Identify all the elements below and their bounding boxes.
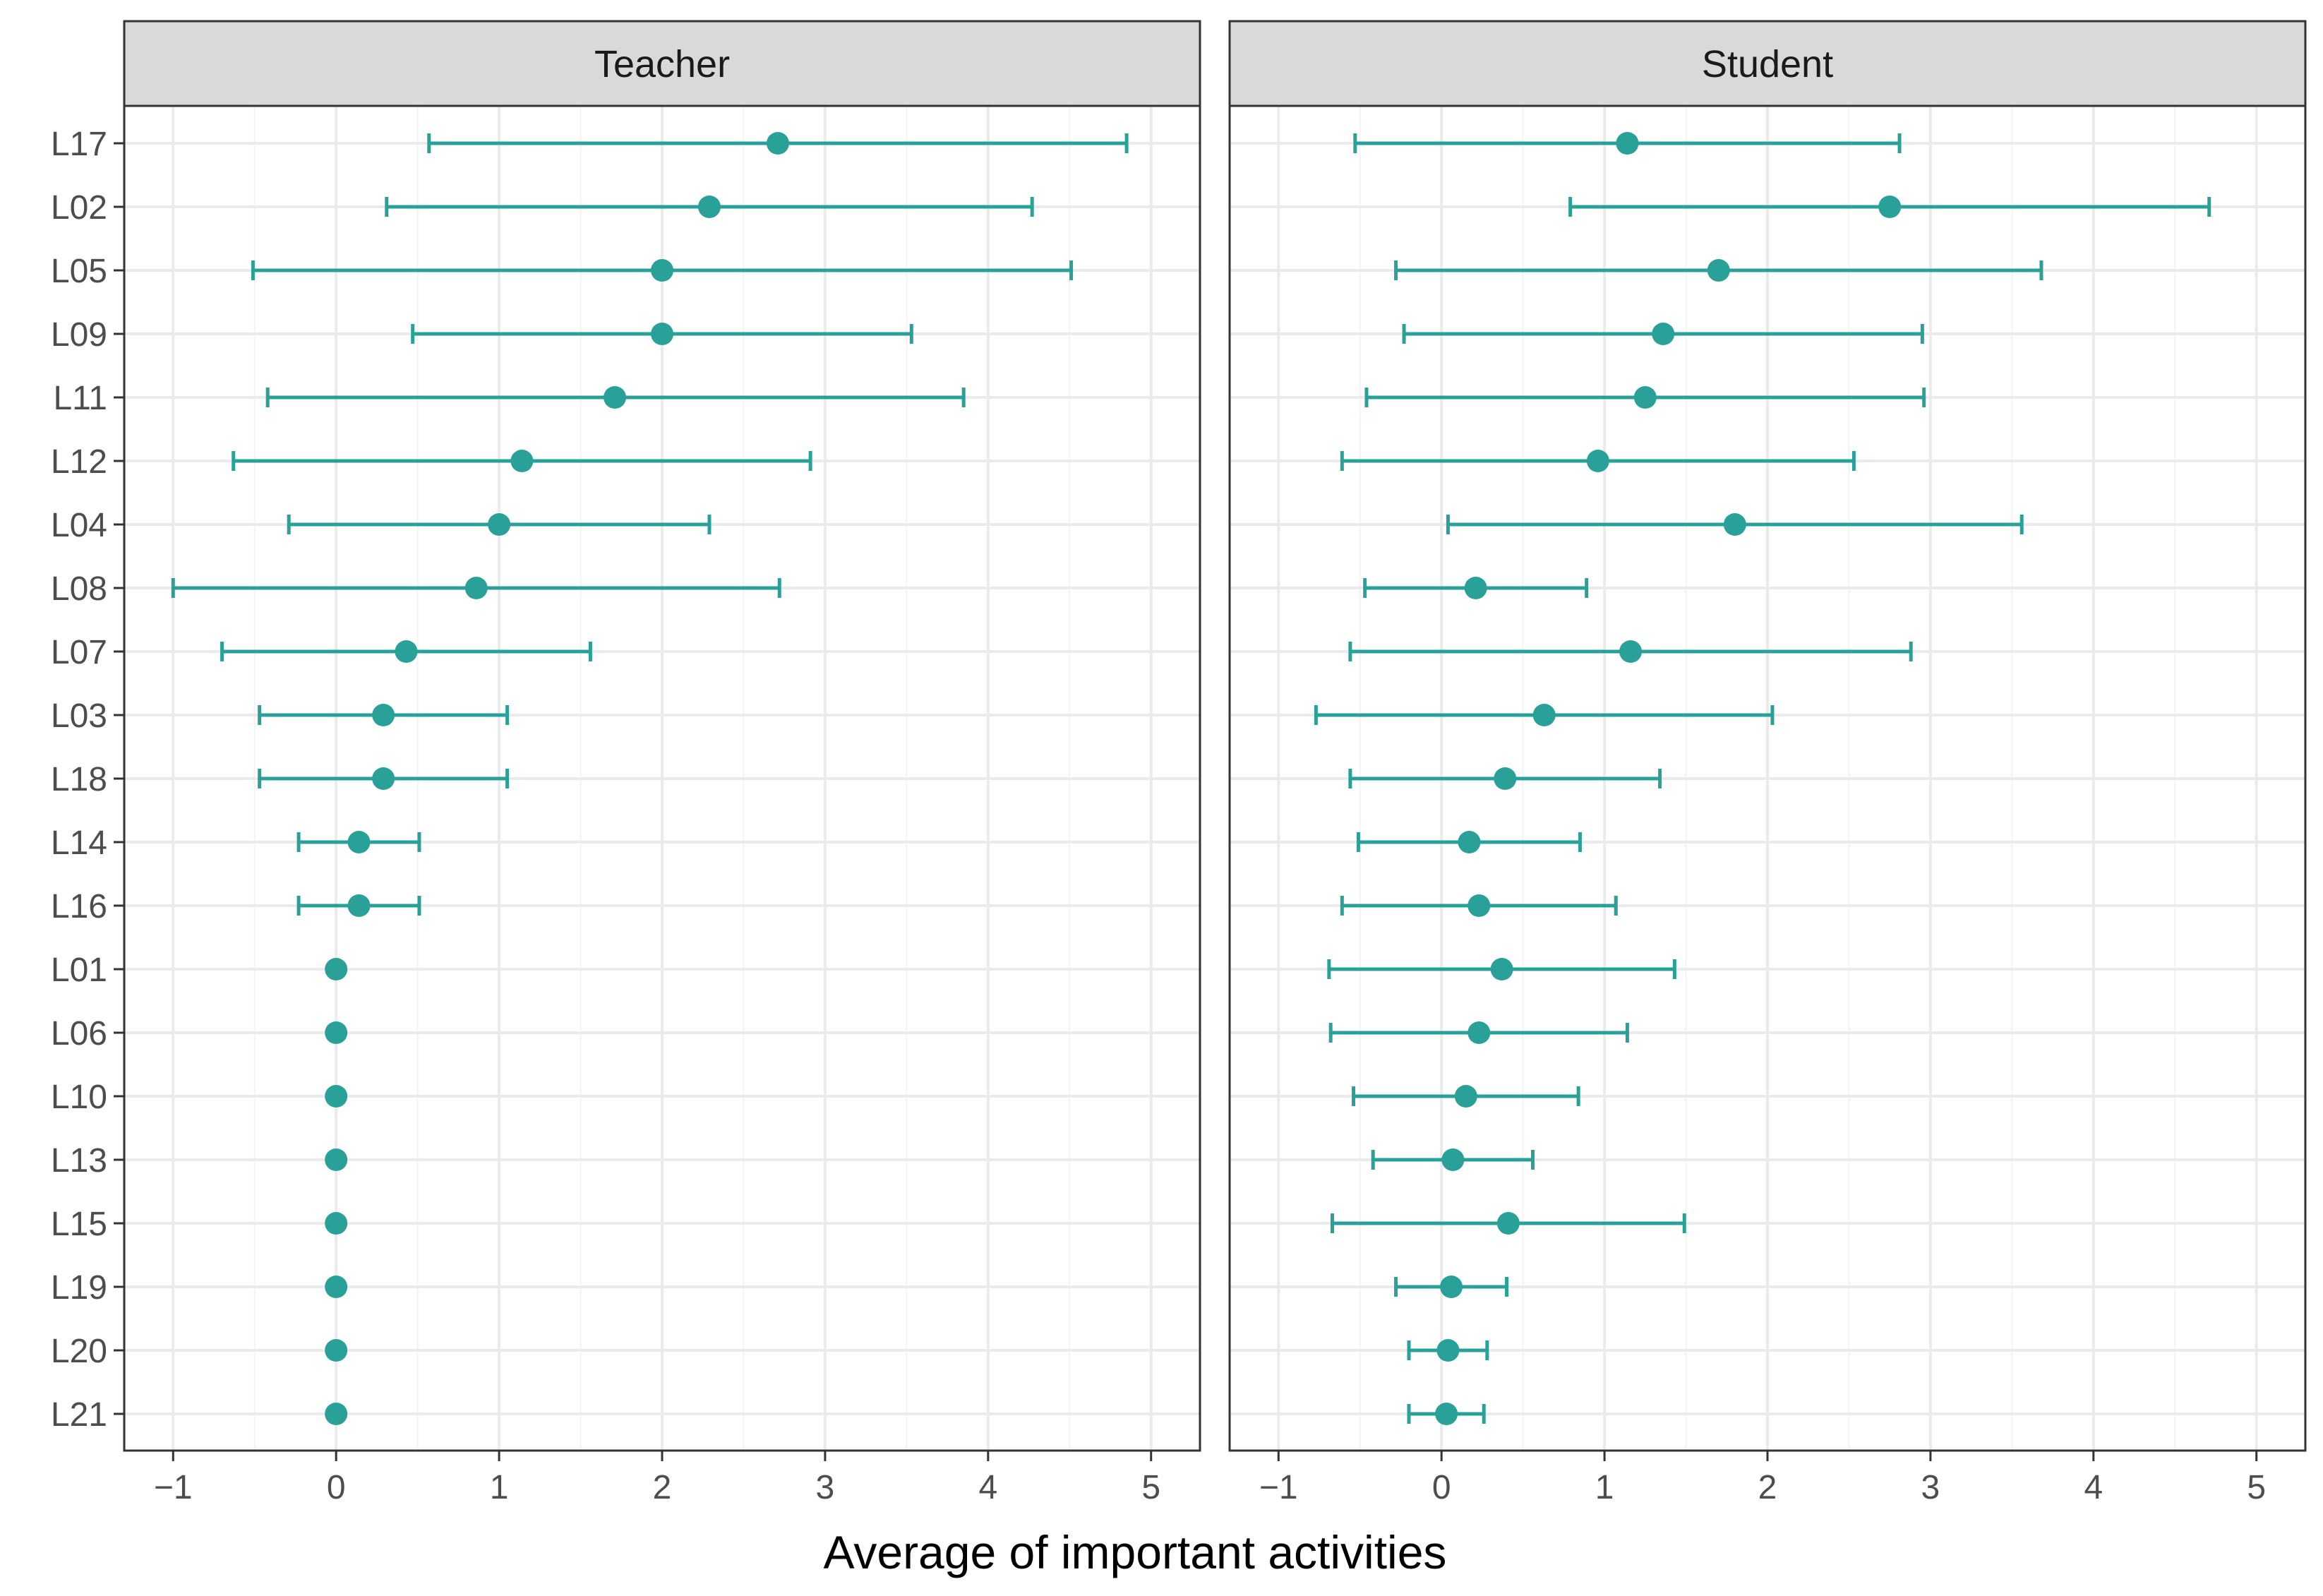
y-tick-label-L03: L03 <box>51 697 107 735</box>
point-L20 <box>325 1339 348 1362</box>
x-tick-label: 0 <box>1432 1469 1451 1506</box>
y-tick-label-L17: L17 <box>51 126 107 163</box>
facet-strip <box>123 20 1201 107</box>
point-L13 <box>325 1148 348 1171</box>
x-tick-label: 1 <box>1595 1469 1614 1506</box>
y-tick-label-L14: L14 <box>51 824 107 862</box>
x-tick-label: 0 <box>327 1469 346 1506</box>
point-L03 <box>1532 704 1556 726</box>
x-tick-label: 4 <box>2084 1469 2103 1506</box>
y-tick-label-L19: L19 <box>51 1269 107 1307</box>
x-tick-label: 2 <box>653 1469 672 1506</box>
point-L19 <box>1440 1276 1463 1298</box>
point-L06 <box>1467 1021 1491 1044</box>
facet-panel-student: Student −1 0 1 2 3 4 5 <box>1228 20 2307 1506</box>
point-L07 <box>1619 640 1643 663</box>
x-tick-label: −1 <box>154 1469 193 1506</box>
point-L18 <box>1494 767 1517 790</box>
point-L08 <box>464 577 488 599</box>
x-tick-label: 3 <box>1921 1469 1940 1506</box>
x-tick-label: 3 <box>816 1469 835 1506</box>
point-L14 <box>1458 831 1481 853</box>
y-tick-label-L13: L13 <box>51 1142 107 1180</box>
facet-strip-label: Teacher <box>594 43 730 85</box>
y-tick-label-L04: L04 <box>51 507 107 544</box>
facet-strip <box>1228 20 2307 107</box>
point-L03 <box>372 704 395 726</box>
y-tick-label-L07: L07 <box>51 634 107 671</box>
point-L12 <box>1586 450 1609 472</box>
point-L10 <box>1454 1085 1477 1108</box>
facet-strip-label: Student <box>1702 43 1833 85</box>
point-L11 <box>604 386 627 409</box>
x-tick-label: 5 <box>2247 1469 2266 1506</box>
facet-panels: Teacher −1 0 1 2 3 4 5 Student −1 0 1 2 3 4 5 <box>123 20 2307 1506</box>
point-L12 <box>510 450 534 472</box>
x-tick-label: 1 <box>490 1469 509 1506</box>
point-L10 <box>325 1085 348 1108</box>
point-L04 <box>1723 513 1746 536</box>
point-L13 <box>1441 1148 1465 1171</box>
point-L05 <box>651 259 673 282</box>
point-L21 <box>1435 1403 1458 1425</box>
point-L18 <box>372 767 395 790</box>
x-axis-title: Average of important activities <box>824 1526 1447 1578</box>
point-L01 <box>325 958 348 980</box>
y-tick-label-L12: L12 <box>51 443 107 481</box>
point-L21 <box>325 1403 348 1425</box>
y-tick-label-L09: L09 <box>51 316 107 354</box>
y-tick-label-L05: L05 <box>51 253 107 290</box>
point-L15 <box>325 1212 348 1235</box>
point-L02 <box>697 196 721 218</box>
point-L17 <box>766 132 789 155</box>
y-tick-label-L18: L18 <box>51 761 107 798</box>
point-L09 <box>651 323 673 345</box>
x-tick-label: 5 <box>1141 1469 1160 1506</box>
y-tick-label-L01: L01 <box>51 952 107 989</box>
point-L05 <box>1707 259 1730 282</box>
point-L16 <box>347 894 371 917</box>
point-L16 <box>1467 894 1491 917</box>
y-tick-label-L08: L08 <box>51 570 107 608</box>
y-axis-labels: L17 L02 L05 L09 L11 L12 L04 L08 L07 L03 L18 L14 L16 L… <box>51 126 124 1434</box>
point-L20 <box>1436 1339 1460 1362</box>
y-tick-label-L11: L11 <box>53 380 107 417</box>
point-L15 <box>1496 1212 1520 1235</box>
point-L09 <box>1652 323 1675 345</box>
y-tick-label-L16: L16 <box>51 888 107 925</box>
facet-panel-teacher: Teacher −1 0 1 2 3 4 5 <box>123 20 1201 1506</box>
y-tick-label-L15: L15 <box>51 1206 107 1243</box>
y-tick-label-L20: L20 <box>51 1333 107 1370</box>
x-tick-label: 2 <box>1758 1469 1777 1506</box>
y-tick-label-L02: L02 <box>51 189 107 227</box>
point-L11 <box>1633 386 1657 409</box>
point-L08 <box>1464 577 1487 599</box>
x-tick-label: −1 <box>1259 1469 1298 1506</box>
point-L04 <box>488 513 511 536</box>
point-L17 <box>1616 132 1639 155</box>
point-L14 <box>347 831 371 853</box>
x-tick-label: 4 <box>978 1469 997 1506</box>
point-L19 <box>325 1276 348 1298</box>
point-L01 <box>1490 958 1513 980</box>
y-tick-label-L06: L06 <box>51 1015 107 1052</box>
point-L02 <box>1878 196 1902 218</box>
y-tick-label-L21: L21 <box>51 1396 107 1434</box>
point-L06 <box>325 1021 348 1044</box>
point-L07 <box>395 640 418 663</box>
y-tick-label-L10: L10 <box>51 1079 107 1116</box>
